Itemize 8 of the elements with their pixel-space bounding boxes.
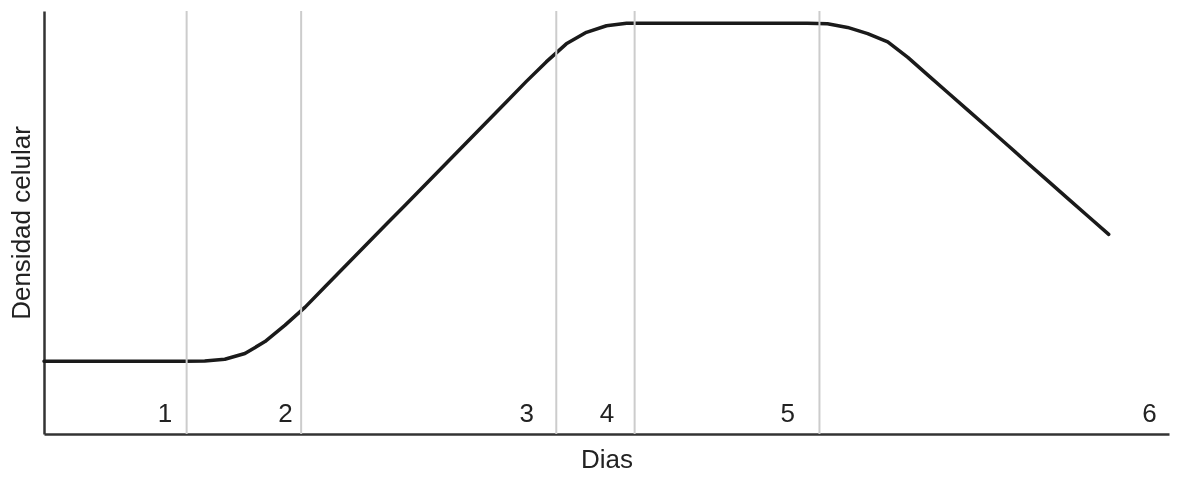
x-tick-label: 4 [599,397,615,428]
x-tick-label: 3 [519,397,534,428]
x-tick-label: 5 [780,397,796,428]
x-tick-label: 1 [157,397,173,428]
x-tick-label: 2 [278,397,293,428]
y-axis-title: Densidad celular [5,125,36,320]
x-tick-label: 6 [1142,397,1157,428]
x-axis-title: Dias [580,443,634,474]
